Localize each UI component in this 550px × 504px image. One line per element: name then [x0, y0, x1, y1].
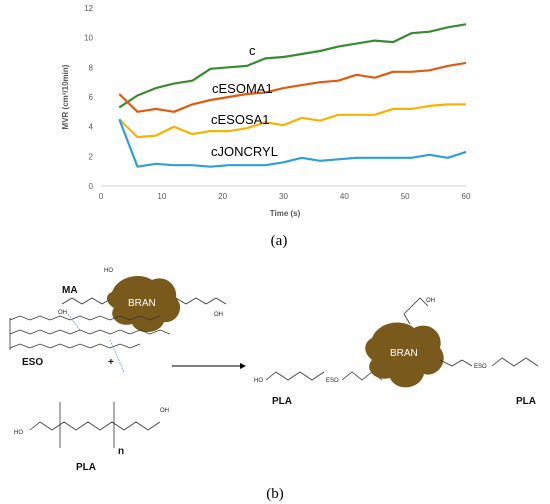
- series-label-cjoncryl: cJONCRYL: [211, 144, 278, 159]
- ma-oh-left: OH: [58, 310, 67, 316]
- x-tick-label: 30: [279, 192, 288, 201]
- x-tick-label: 10: [157, 192, 166, 201]
- series-line-cesoma1: [118, 61, 467, 113]
- y-axis-title: MVR (cm³/10min): [61, 64, 70, 129]
- bran-label-product: BRAN: [390, 348, 418, 359]
- mvr-line-chart: 0 2 4 6 8 10 12 0 10 20 30 40 50 60 Time (s) MVR (cm…: [61, 4, 471, 249]
- x-tick-label: 0: [99, 192, 104, 201]
- y-axis-ticks: 0 2 4 6 8 10 12: [84, 4, 93, 191]
- ma-attack-arrow: [67, 313, 81, 331]
- pla-oh-left: OH: [160, 408, 169, 414]
- x-tick-label: 60: [462, 192, 471, 201]
- y-tick-label: 2: [89, 152, 94, 161]
- product-ma-top: [403, 297, 429, 325]
- product-oh-top: OH: [426, 298, 435, 304]
- pla-label-right: PLA: [516, 396, 536, 407]
- x-tick-label: 20: [218, 192, 227, 201]
- series-line-cjoncryl: [118, 118, 467, 168]
- series-label-cesosa1: cESOSA1: [211, 112, 270, 127]
- series-line-c: [118, 23, 467, 109]
- plus-sign: +: [108, 357, 114, 368]
- ho-bran-left: HO: [104, 268, 113, 274]
- y-tick-label: 4: [89, 123, 94, 132]
- reaction-arrow-head: [240, 363, 246, 369]
- product-pla-right: [491, 357, 539, 367]
- ma-label: MA: [62, 285, 78, 296]
- eso-chain-1: [9, 315, 161, 321]
- x-tick-label: 40: [340, 192, 349, 201]
- panel-label-a: (a): [271, 233, 288, 249]
- series-line-cesosa1: [118, 103, 466, 139]
- series-label-c: c: [249, 43, 256, 58]
- series-label-cesoma1: cESOMA1: [212, 81, 273, 96]
- x-tick-label: 50: [401, 192, 410, 201]
- y-tick-label: 10: [84, 34, 93, 43]
- y-tick-label: 12: [84, 4, 93, 13]
- eso-label: ESO: [22, 357, 43, 368]
- product-ho: HO: [254, 378, 263, 384]
- pla-label-mid: PLA: [272, 396, 292, 407]
- ma-right-chain: [175, 297, 227, 305]
- y-tick-label: 8: [89, 63, 94, 72]
- ma-oh-right: OH: [214, 312, 223, 318]
- product-ma-right: [439, 359, 473, 367]
- pla-ho-left: HO: [14, 430, 23, 436]
- panel-label-b: (b): [266, 486, 284, 502]
- y-tick-label: 6: [89, 93, 94, 102]
- chart-series: [118, 23, 467, 168]
- ma-left-chain: [61, 297, 113, 305]
- x-axis-title: Time (s): [270, 209, 301, 218]
- bran-label-left: BRAN: [128, 298, 156, 309]
- eso-chain-3: [9, 343, 141, 349]
- pla-label-left: PLA: [76, 462, 96, 473]
- bran-blob-product: [365, 322, 444, 388]
- reaction-scheme: MA OH BRAN HO OH ESO + HO n OH PLA HO ES…: [9, 268, 539, 502]
- pla-n-label: n: [118, 446, 124, 457]
- eso-chain-2: [9, 329, 171, 335]
- product-eso-left: ESO: [326, 378, 339, 384]
- product-pla-left: [265, 371, 325, 381]
- product-eso-right: ESO: [474, 364, 487, 370]
- y-tick-label: 0: [89, 182, 94, 191]
- x-axis-ticks: 0 10 20 30 40 50 60: [99, 192, 471, 201]
- pla-left-chain: [29, 421, 161, 431]
